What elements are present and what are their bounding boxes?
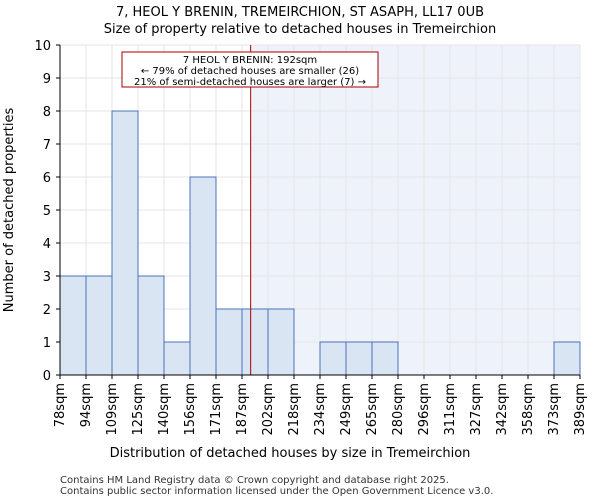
x-axis-label: Distribution of detached houses by size … xyxy=(110,446,471,461)
y-tick-label-1: 1 xyxy=(43,336,51,351)
bar-11 xyxy=(345,341,373,376)
y-tick-label-9: 9 xyxy=(43,72,51,87)
x-tick-label-19: 373sqm xyxy=(547,383,562,436)
bar-5 xyxy=(189,176,217,376)
bar-0 xyxy=(59,275,87,376)
bar-3 xyxy=(137,275,165,376)
y-tick-label-3: 3 xyxy=(43,270,51,285)
x-tick-label-10: 234sqm xyxy=(313,383,328,436)
y-axis-label: Number of detached properties xyxy=(2,108,17,313)
chart-title: 7, HEOL Y BRENIN, TREMEIRCHION, ST ASAPH… xyxy=(116,5,484,20)
x-tick-label-1: 94sqm xyxy=(79,383,94,427)
bar-19 xyxy=(553,341,581,376)
x-tick-label-4: 140sqm xyxy=(157,383,172,436)
x-tick-label-13: 280sqm xyxy=(391,383,406,436)
bar-2 xyxy=(111,110,139,376)
annotation-line-3: 21% of semi-detached houses are larger (… xyxy=(134,77,366,88)
x-tick-label-5: 156sqm xyxy=(183,383,198,436)
x-tick-label-12: 265sqm xyxy=(365,383,380,436)
x-tick-label-2: 109sqm xyxy=(105,383,120,436)
x-tick-label-16: 327sqm xyxy=(469,383,484,436)
x-tick-label-0: 78sqm xyxy=(53,383,68,427)
annotation-box: 7 HEOL Y BRENIN: 192sqm ← 79% of detache… xyxy=(121,51,379,88)
y-tick-label-4: 4 xyxy=(43,237,51,252)
y-tick-label-5: 5 xyxy=(43,204,51,219)
x-tick-label-18: 358sqm xyxy=(521,383,536,436)
x-tick-label-17: 342sqm xyxy=(495,383,510,436)
x-tick-label-14: 296sqm xyxy=(417,383,432,436)
annotation-frame xyxy=(121,51,379,88)
bar-10 xyxy=(319,341,347,376)
y-tick-label-10: 10 xyxy=(34,39,51,54)
x-tick-label-6: 171sqm xyxy=(209,383,224,436)
y-tick-label-6: 6 xyxy=(43,171,51,186)
x-tick-label-7: 187sqm xyxy=(235,383,250,436)
y-ticks-group: 0 1 2 3 4 5 6 7 8 9 10 xyxy=(34,39,60,384)
bar-8 xyxy=(267,308,295,376)
y-tick-label-0: 0 xyxy=(43,369,51,384)
footer-line-1: Contains HM Land Registry data © Crown c… xyxy=(60,475,449,486)
annotation-line-2: ← 79% of detached houses are smaller (26… xyxy=(141,66,359,77)
x-tick-label-15: 311sqm xyxy=(443,383,458,436)
x-tick-label-9: 218sqm xyxy=(287,383,302,436)
x-tick-label-3: 125sqm xyxy=(131,383,146,436)
x-tick-label-8: 202sqm xyxy=(261,383,276,436)
x-tick-label-20: 389sqm xyxy=(573,383,588,436)
y-tick-label-2: 2 xyxy=(43,303,51,318)
x-ticks-group: 78sqm 94sqm 109sqm 125sqm 140sqm 156sqm 171sqm… xyxy=(53,375,588,436)
bar-12 xyxy=(371,341,399,376)
bar-6 xyxy=(215,308,243,376)
y-tick-label-8: 8 xyxy=(43,105,51,120)
bar-1 xyxy=(85,275,113,376)
bars-group xyxy=(59,110,581,376)
bar-4 xyxy=(163,341,191,376)
y-tick-label-7: 7 xyxy=(43,138,51,153)
bar-7 xyxy=(241,308,269,376)
annotation-line-1: 7 HEOL Y BRENIN: 192sqm xyxy=(183,55,317,66)
chart-subtitle: Size of property relative to detached ho… xyxy=(104,22,496,37)
x-tick-label-11: 249sqm xyxy=(339,383,354,436)
footer-line-2: Contains public sector information licen… xyxy=(60,486,493,497)
